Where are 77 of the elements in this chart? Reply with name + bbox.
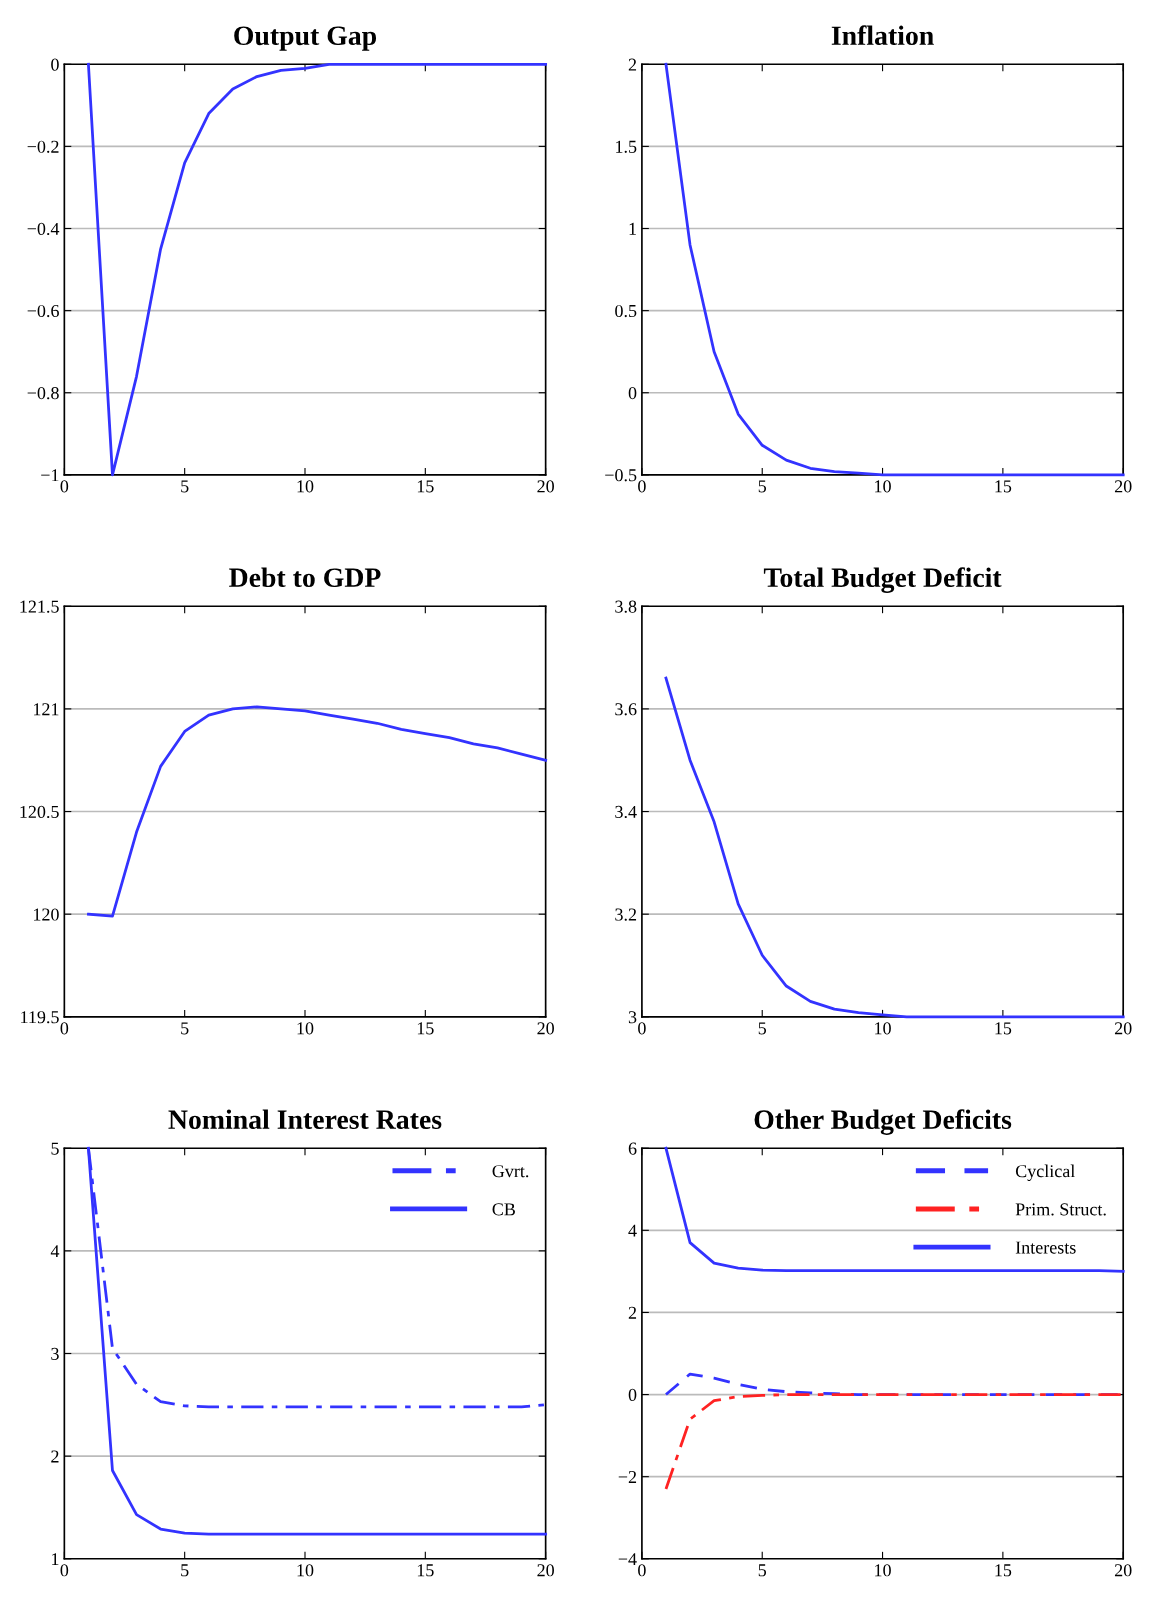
legend-label: Gvrt.	[492, 1165, 529, 1178]
y-tick-label: 1	[52, 1553, 59, 1566]
x-tick-label: 15	[417, 480, 434, 493]
line-series	[664, 1146, 1125, 1273]
x-tick-label: 10	[875, 1564, 891, 1577]
y-tick-label: 0	[628, 1388, 637, 1401]
y-tick-label: 1	[629, 222, 636, 235]
x-tick-label: 0	[60, 1022, 69, 1035]
chart-title: Output Gap	[234, 26, 377, 51]
x-tick-label: 20	[537, 480, 554, 493]
x-tick-label: 20	[1114, 1564, 1132, 1577]
y-tick-label: 120	[33, 908, 59, 921]
x-tick-label: 10	[297, 1022, 314, 1035]
x-tick-label: 5	[758, 1022, 767, 1035]
y-tick-label: 3.8	[615, 600, 637, 613]
y-tick-label: −0.8	[27, 387, 59, 400]
x-tick-label: 20	[1114, 480, 1132, 493]
chart-title: Debt to GDP	[229, 567, 381, 588]
x-tick-label: 20	[537, 1564, 554, 1577]
y-tick-label: 120.5	[20, 805, 59, 819]
x-tick-label: 10	[297, 1564, 314, 1577]
y-tick-label: 5	[51, 1142, 59, 1155]
line-series	[664, 676, 1125, 1019]
x-tick-label: 5	[758, 480, 767, 493]
y-tick-label: 0.5	[615, 304, 637, 318]
x-tick-label: 0	[638, 1022, 646, 1035]
y-tick-label: −0.4	[27, 222, 60, 236]
y-tick-label: 4	[50, 1245, 60, 1258]
x-tick-label: 20	[1114, 1022, 1132, 1035]
y-tick-label: 0	[51, 58, 59, 71]
y-tick-label: 6	[628, 1142, 637, 1155]
x-tick-label: 10	[875, 1022, 891, 1035]
y-tick-label: 3.4	[615, 805, 637, 819]
x-tick-label: 10	[875, 480, 891, 493]
x-tick-label: 15	[995, 480, 1012, 493]
chart-title: Other Budget Deficits	[754, 1109, 1012, 1135]
x-tick-label: 5	[181, 1022, 189, 1035]
y-tick-label: 2	[628, 58, 637, 71]
y-tick-label: 3	[51, 1347, 59, 1360]
y-tick-label: 3.2	[615, 908, 637, 921]
x-tick-label: 15	[417, 1564, 434, 1577]
legend-label: CB	[492, 1203, 515, 1216]
x-tick-label: 10	[297, 480, 314, 493]
legend-label: Cyclical	[1015, 1164, 1075, 1181]
y-tick-label: 3.6	[615, 703, 637, 716]
chart-title: Total Budget Deficit	[763, 567, 1002, 593]
y-tick-label: 121.5	[20, 600, 59, 613]
x-tick-label: 20	[537, 1022, 554, 1035]
line-series	[87, 705, 548, 918]
x-tick-label: 5	[181, 1564, 189, 1577]
x-tick-label: 15	[417, 1022, 434, 1035]
y-tick-label: 4	[628, 1224, 637, 1237]
chart-title: Inflation	[831, 25, 934, 46]
y-tick-label: −4	[618, 1553, 637, 1566]
x-tick-label: 15	[995, 1564, 1012, 1577]
x-tick-label: 0	[638, 1564, 646, 1577]
x-tick-label: 0	[60, 480, 69, 493]
y-tick-label: −0.6	[27, 304, 59, 318]
y-tick-label: 0	[628, 387, 637, 400]
y-tick-label: 3	[628, 1011, 637, 1024]
chart-title: Nominal Interest Rates	[168, 1109, 442, 1130]
y-tick-label: −0.2	[27, 140, 59, 153]
y-tick-label: 1.5	[616, 140, 637, 153]
x-tick-label: 5	[181, 480, 189, 493]
x-tick-label: 5	[758, 1564, 767, 1577]
legend-label: Prim. Struct.	[1015, 1203, 1106, 1216]
x-tick-label: 15	[995, 1022, 1012, 1035]
y-tick-label: −2	[618, 1470, 637, 1483]
x-tick-label: 0	[638, 480, 646, 493]
y-tick-label: −1	[41, 469, 59, 482]
y-tick-label: −0.5	[605, 469, 637, 482]
legend-label: Interests	[1015, 1241, 1076, 1254]
y-tick-label: 119.5	[21, 1011, 59, 1024]
y-tick-label: 121	[33, 703, 59, 716]
x-tick-label: 0	[60, 1564, 69, 1577]
y-tick-label: 2	[51, 1450, 59, 1463]
y-tick-label: 2	[628, 1306, 637, 1319]
